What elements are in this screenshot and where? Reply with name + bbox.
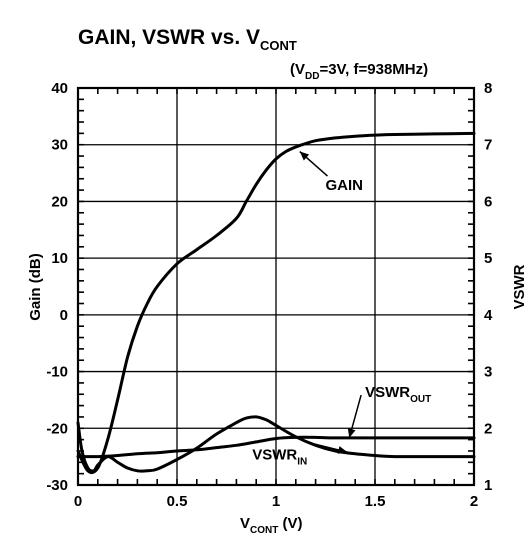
series-line-vswr-out — [76, 435, 476, 459]
y-left-tick-label: 20 — [51, 193, 68, 210]
annotation-label-vswr-in: VSWRIN — [252, 446, 307, 467]
y-right-tick-label: 7 — [484, 137, 492, 154]
y-right-tick-label: 6 — [484, 193, 492, 210]
y-right-tick-label: 2 — [484, 420, 492, 437]
x-tick-label: 2 — [470, 493, 478, 510]
y-right-tick-label: 5 — [484, 250, 492, 267]
x-tick-label: 1 — [272, 493, 280, 510]
annotations: GAIN VSWROUT VSWRIN — [252, 150, 431, 467]
y-left-tick-labels: 40 30 20 10 0 -10 -20 -30 — [46, 80, 68, 494]
y-right-tick-label: 8 — [484, 80, 492, 97]
annotation-arrowhead-gain — [299, 151, 310, 161]
grid-lines — [78, 88, 474, 485]
y-left-tick-label: 10 — [51, 250, 68, 267]
y-left-tick-label: -30 — [46, 477, 68, 494]
x-tick-labels: 0 0.5 1 1.5 2 — [74, 493, 478, 510]
annotation-arrowhead-vswr-in — [337, 446, 348, 454]
series-line-gain — [76, 131, 476, 475]
x-tick-label: 0.5 — [167, 493, 188, 510]
annotation-label-vswr-out: VSWROUT — [365, 384, 431, 405]
annotation-label-gain: GAIN — [326, 177, 364, 194]
x-axis-label: VCONT (V) — [240, 515, 303, 536]
annotation-arrowhead-vswr-out — [347, 428, 356, 438]
y-right-tick-label: 3 — [484, 364, 492, 381]
series-line-vswr-in — [76, 415, 476, 473]
y-left-axis-label: Gain (dB) — [27, 253, 44, 321]
y-right-axis-label: VSWR — [511, 264, 528, 309]
x-tick-label: 1.5 — [365, 493, 386, 510]
y-right-tick-labels: 8 7 6 5 4 3 2 1 — [484, 80, 493, 494]
chart-title: GAIN, VSWR vs. VCONT — [78, 26, 297, 53]
y-right-tick-label: 4 — [484, 307, 493, 324]
y-right-tick-label: 1 — [484, 477, 492, 494]
y-left-tick-label: -10 — [46, 364, 68, 381]
y-left-tick-label: 30 — [51, 137, 68, 154]
y-left-tick-label: 0 — [60, 307, 68, 324]
x-tick-label: 0 — [74, 493, 82, 510]
y-left-tick-label: -20 — [46, 420, 68, 437]
series-lines — [76, 131, 476, 475]
y-left-tick-label: 40 — [51, 80, 68, 97]
chart-conditions: (VDD=3V, f=938MHz) — [290, 61, 428, 82]
